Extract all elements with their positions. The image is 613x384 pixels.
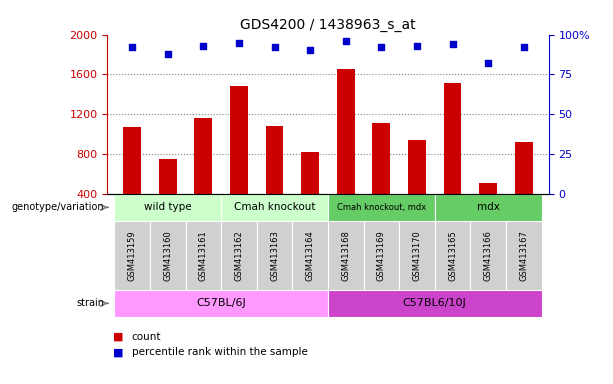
Point — [412, 43, 422, 49]
Point — [234, 40, 244, 46]
Bar — [115, 290, 328, 317]
Text: GSM413163: GSM413163 — [270, 230, 279, 281]
Text: percentile rank within the sample: percentile rank within the sample — [132, 347, 308, 357]
Bar — [373, 123, 390, 194]
Bar — [115, 221, 150, 290]
Bar — [194, 118, 212, 194]
Point — [376, 44, 386, 50]
Bar — [301, 152, 319, 194]
Bar — [230, 86, 248, 194]
Text: GSM413161: GSM413161 — [199, 230, 208, 281]
Bar — [435, 221, 470, 290]
Bar — [470, 221, 506, 290]
Text: GSM413164: GSM413164 — [306, 230, 314, 281]
Text: mdx: mdx — [477, 202, 500, 212]
Text: GSM413160: GSM413160 — [163, 230, 172, 281]
Text: Cmah knockout: Cmah knockout — [234, 202, 315, 212]
Text: C57BL/6J: C57BL/6J — [196, 298, 246, 308]
Text: wild type: wild type — [144, 202, 192, 212]
Bar — [292, 221, 328, 290]
Bar — [328, 221, 364, 290]
Point — [305, 48, 315, 54]
Text: GSM413165: GSM413165 — [448, 230, 457, 281]
Text: ■: ■ — [113, 332, 124, 342]
Text: GSM413168: GSM413168 — [341, 230, 350, 281]
Bar — [159, 159, 177, 194]
Text: C57BL6/10J: C57BL6/10J — [403, 298, 466, 308]
Text: strain: strain — [76, 298, 104, 308]
Title: GDS4200 / 1438963_s_at: GDS4200 / 1438963_s_at — [240, 18, 416, 32]
Text: ■: ■ — [113, 347, 124, 357]
Point — [483, 60, 493, 66]
Point — [199, 43, 208, 49]
Bar — [408, 140, 426, 194]
Text: genotype/variation: genotype/variation — [12, 202, 104, 212]
Point — [270, 44, 280, 50]
Bar — [444, 83, 462, 194]
Bar — [115, 194, 221, 221]
Point — [341, 38, 351, 44]
Bar — [479, 183, 497, 194]
Text: GSM413167: GSM413167 — [519, 230, 528, 281]
Bar — [265, 126, 283, 194]
Bar — [221, 221, 257, 290]
Bar — [337, 70, 355, 194]
Bar — [328, 194, 435, 221]
Bar — [364, 221, 399, 290]
Bar — [515, 142, 533, 194]
Text: GSM413159: GSM413159 — [128, 230, 137, 281]
Text: Cmah knockout, mdx: Cmah knockout, mdx — [337, 203, 426, 212]
Text: count: count — [132, 332, 161, 342]
Point — [447, 41, 457, 47]
Point — [519, 44, 528, 50]
Bar — [221, 194, 328, 221]
Bar — [435, 194, 541, 221]
Point — [128, 44, 137, 50]
Text: GSM413162: GSM413162 — [234, 230, 243, 281]
Bar — [506, 221, 541, 290]
Bar — [328, 290, 541, 317]
Bar — [150, 221, 186, 290]
Bar — [123, 127, 141, 194]
Text: GSM413170: GSM413170 — [413, 230, 422, 281]
Text: GSM413166: GSM413166 — [484, 230, 493, 281]
Bar — [399, 221, 435, 290]
Point — [163, 51, 173, 57]
Text: GSM413169: GSM413169 — [377, 230, 386, 281]
Bar — [257, 221, 292, 290]
Bar — [186, 221, 221, 290]
